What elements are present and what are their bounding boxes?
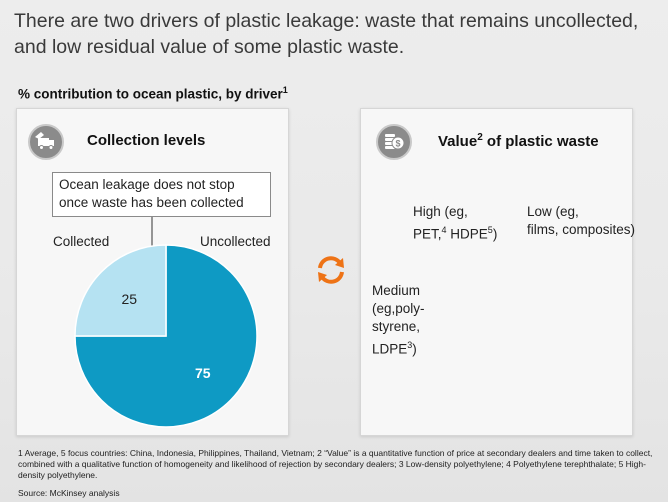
label-high-line1: High (eg, xyxy=(413,204,468,219)
coin-stack-icon: $ xyxy=(376,124,412,160)
label-low-line2: films, composites) xyxy=(527,222,636,237)
cycle-arrows-icon xyxy=(313,252,349,288)
label-high-line2: PET,4 HDPE5) xyxy=(413,225,498,242)
value-of-plastic-panel xyxy=(360,108,633,436)
label-medium-line3: styrene, xyxy=(372,319,421,334)
label-low-line1: Low (eg, xyxy=(527,204,579,219)
svg-text:$: $ xyxy=(395,139,400,149)
value-title-rest: of plastic waste xyxy=(482,133,599,150)
label-medium-line4: LDPE3) xyxy=(372,340,417,357)
headline: There are two drivers of plastic leakage… xyxy=(14,10,639,58)
label-medium-line1: Medium xyxy=(372,283,421,298)
label-medium-line2: (eg,poly- xyxy=(372,301,425,316)
label-medium: Medium (eg,poly- styrene, LDPE3) xyxy=(372,282,425,359)
subhead-footnote-marker: 1 xyxy=(282,85,288,95)
collection-levels-title: Collection levels xyxy=(87,132,206,149)
chart-subhead: % contribution to ocean plastic, by driv… xyxy=(18,85,288,102)
label-low: Low (eg, films, composites) xyxy=(527,203,635,239)
value-title: Value2 of plastic waste xyxy=(438,132,599,150)
value-title-main: Value xyxy=(438,133,478,150)
value-title-footnote: 2 xyxy=(477,132,483,143)
label-collected: Collected xyxy=(53,234,110,249)
footnote: 1 Average, 5 focus countries: China, Ind… xyxy=(18,448,653,480)
garbage-truck-icon xyxy=(28,124,64,160)
source: Source: McKinsey analysis xyxy=(18,488,120,498)
label-uncollected: Uncollected xyxy=(200,234,271,249)
subhead-text: % contribution to ocean plastic, by driv… xyxy=(18,86,283,102)
label-high: High (eg, PET,4 HDPE5) xyxy=(413,203,497,244)
leakage-callout: Ocean leakage does not stop once waste h… xyxy=(52,172,271,217)
